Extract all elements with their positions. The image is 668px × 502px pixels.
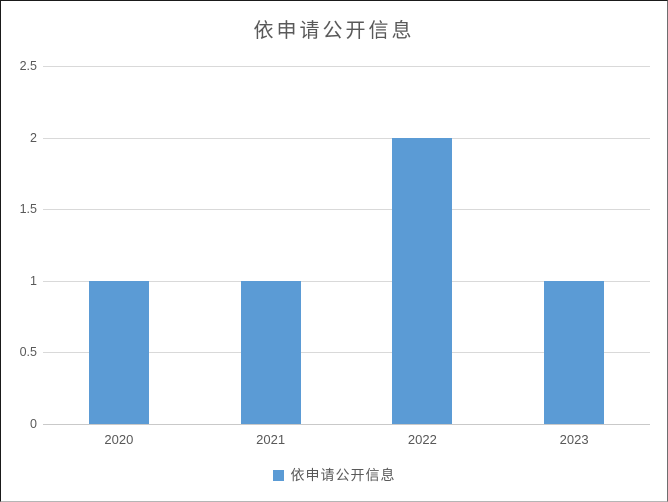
gridline [43,352,650,354]
legend-swatch-icon [272,469,284,481]
gridline [43,280,650,282]
gridline [43,209,650,211]
chart-title: 依申请公开信息 [253,20,415,42]
bar-2020 [88,280,149,424]
bar-2023 [544,280,605,424]
x-axis-labels: 2020 2021 2022 2023 [43,432,650,450]
gridline [43,137,650,139]
x-tick-label: 2022 [407,432,437,447]
y-tick-label: 0.5 [19,345,37,360]
x-tick-label: 2021 [256,432,286,447]
x-axis-line [43,424,650,425]
y-tick-label: 0 [30,417,37,431]
y-tick-label: 2.5 [19,59,37,73]
legend: 依申请公开信息 [1,465,667,485]
y-tick-label: 1 [30,273,37,288]
bar-2021 [240,280,301,424]
gridline [43,66,650,67]
legend-label: 依申请公开信息 [290,467,396,483]
x-tick-label: 2020 [104,432,134,447]
y-tick-label: 1.5 [19,202,37,217]
y-axis-labels: 0 0.5 1 1.5 2 2.5 [1,59,37,431]
plot-area [43,66,650,425]
x-tick-label: 2023 [559,432,589,447]
y-tick-label: 2 [30,130,37,145]
bar-2022 [392,137,453,424]
